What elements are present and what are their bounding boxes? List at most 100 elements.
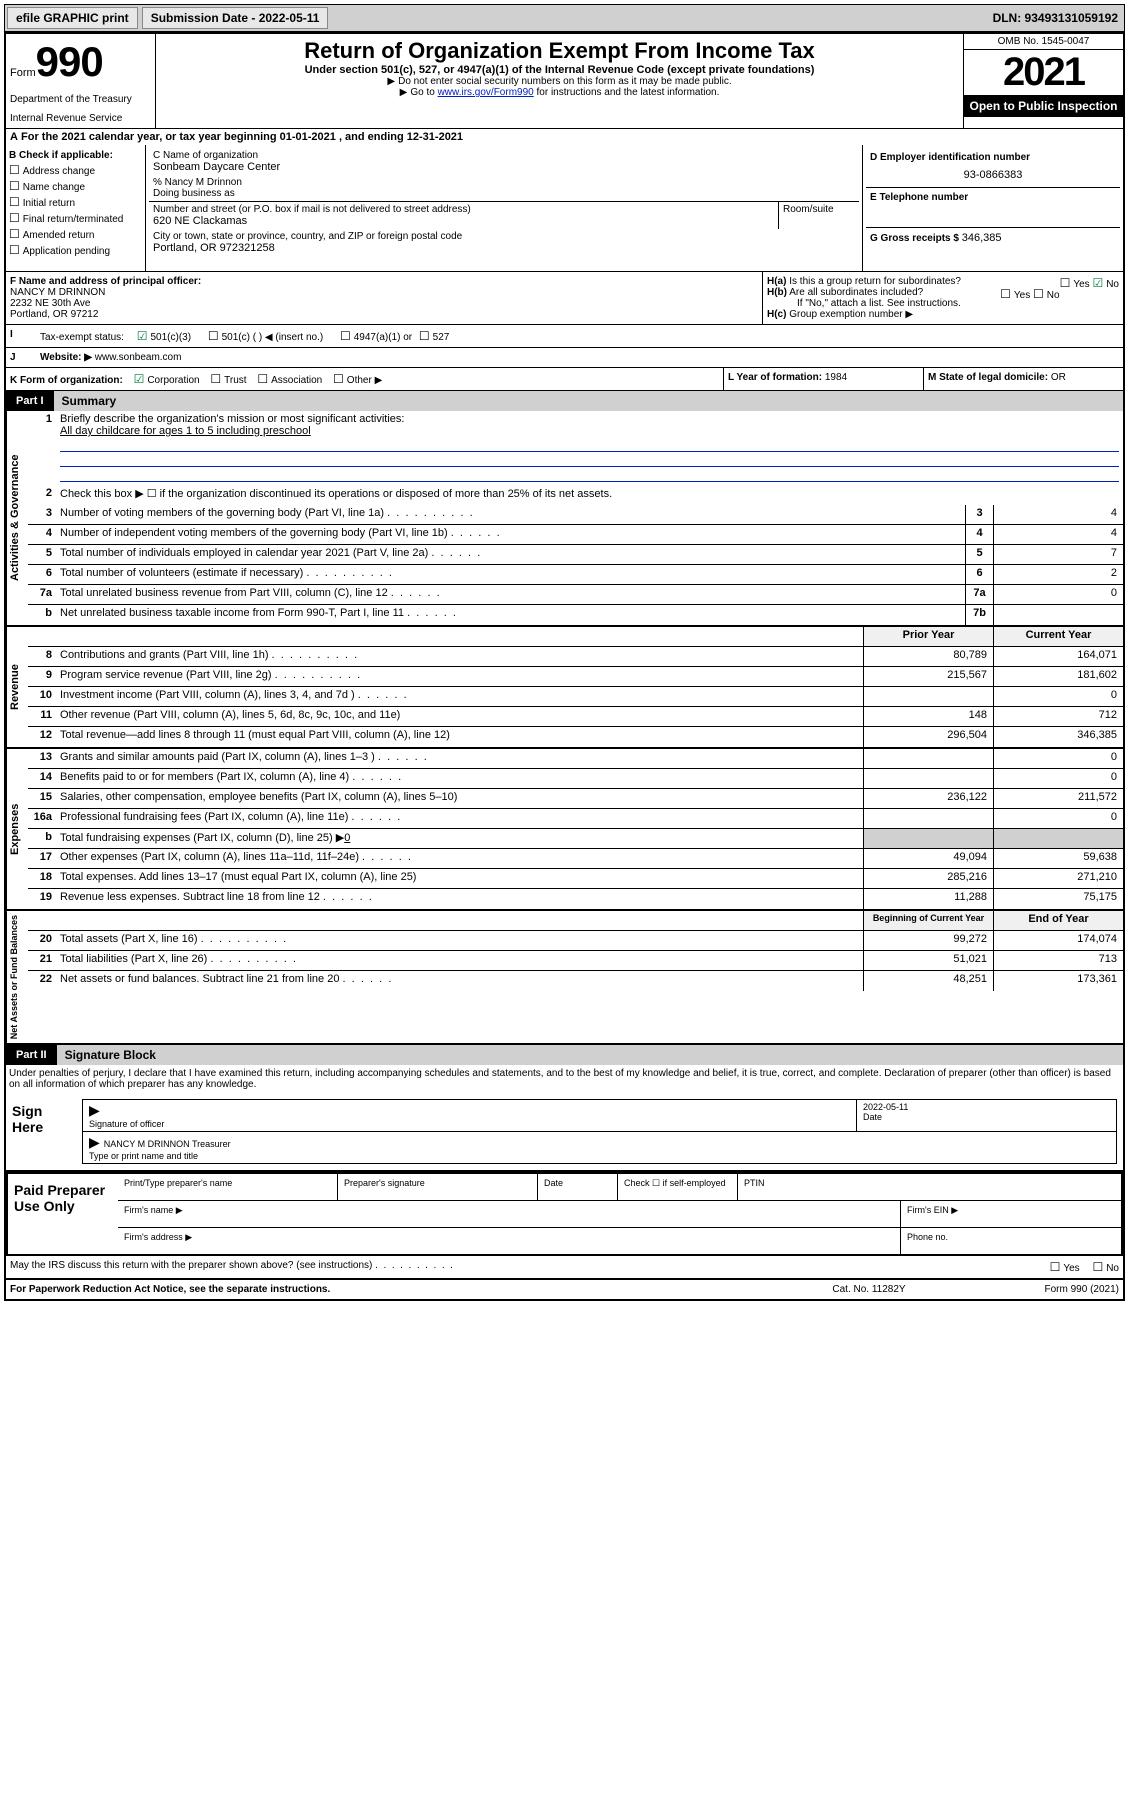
l22-boy: 48,251 — [863, 971, 993, 991]
sig-date-label: Date — [863, 1112, 882, 1122]
efile-header: efile GRAPHIC print Submission Date - 20… — [4, 4, 1125, 32]
l5-val: 7 — [993, 545, 1123, 564]
instr-goto-pre: Go to — [410, 87, 437, 98]
l4-text: Number of independent voting members of … — [56, 525, 965, 544]
instr-line1: Do not enter social security numbers on … — [398, 76, 731, 87]
chk-initial-return[interactable]: Initial return — [9, 195, 142, 209]
l7a-val: 0 — [993, 585, 1123, 604]
type-name-label: Type or print name and title — [89, 1151, 198, 1161]
form-number-cell: Form 990 Department of the Treasury Inte… — [6, 34, 156, 128]
l14-prior — [863, 769, 993, 788]
city-label: City or town, state or province, country… — [153, 231, 855, 242]
org-name: Sonbeam Daycare Center — [153, 161, 855, 173]
i-4947[interactable]: 4947(a)(1) or — [340, 332, 412, 343]
b-header: B Check if applicable: — [9, 150, 113, 161]
l17-prior: 49,094 — [863, 849, 993, 868]
l14-text: Benefits paid to or for members (Part IX… — [56, 769, 863, 788]
discuss-yes[interactable]: Yes — [1050, 1263, 1080, 1274]
dba-label: Doing business as — [153, 188, 855, 199]
chk-application-pending[interactable]: Application pending — [9, 243, 142, 257]
vlabel-netassets: Net Assets or Fund Balances — [6, 911, 28, 1043]
k-trust[interactable]: Trust — [210, 375, 246, 386]
k-label: K Form of organization: — [10, 375, 123, 386]
l15-current: 211,572 — [993, 789, 1123, 808]
ha-yes[interactable]: Yes — [1060, 279, 1090, 290]
hb-no[interactable]: No — [1033, 290, 1060, 301]
l12-current: 346,385 — [993, 727, 1123, 747]
l21-text: Total liabilities (Part X, line 26) — [56, 951, 863, 970]
f-officer-label: F Name and address of principal officer: — [10, 276, 201, 287]
d-ein-label: D Employer identification number — [870, 152, 1116, 163]
mission-text: All day childcare for ages 1 to 5 includ… — [60, 425, 311, 437]
col-current-year: Current Year — [993, 627, 1123, 646]
chk-final-return[interactable]: Final return/terminated — [9, 211, 142, 225]
k-other[interactable]: Other ▶ — [333, 375, 382, 386]
l10-current: 0 — [993, 687, 1123, 706]
city-state-zip: Portland, OR 972321258 — [153, 242, 855, 254]
efile-print-btn[interactable]: efile GRAPHIC print — [7, 7, 138, 29]
l18-prior: 285,216 — [863, 869, 993, 888]
sig-officer-label: Signature of officer — [89, 1119, 164, 1129]
pra-notice: For Paperwork Reduction Act Notice, see … — [10, 1284, 330, 1295]
l10-text: Investment income (Part VIII, column (A)… — [56, 687, 863, 706]
form-footer: Form 990 (2021) — [959, 1284, 1119, 1295]
l18-text: Total expenses. Add lines 13–17 (must eq… — [56, 869, 863, 888]
l13-prior — [863, 749, 993, 768]
chk-name-change[interactable]: Name change — [9, 179, 142, 193]
l20-eoy: 174,074 — [993, 931, 1123, 950]
dept-treasury: Department of the Treasury — [10, 94, 151, 105]
l16b-text: Total fundraising expenses (Part IX, col… — [60, 832, 344, 844]
l19-prior: 11,288 — [863, 889, 993, 909]
signer-name: NANCY M DRINNON Treasurer — [104, 1139, 231, 1149]
l9-text: Program service revenue (Part VIII, line… — [56, 667, 863, 686]
room-suite-label: Room/suite — [779, 202, 859, 229]
col-eoy: End of Year — [993, 911, 1123, 930]
open-public-badge: Open to Public Inspection — [964, 95, 1123, 117]
officer-name: NANCY M DRINNON — [10, 287, 105, 298]
hb-yes[interactable]: Yes — [1000, 290, 1030, 301]
sig-date-val: 2022-05-11 — [863, 1102, 908, 1112]
tax-year: 2021 — [964, 50, 1123, 95]
l1-text: Briefly describe the organization's miss… — [60, 413, 404, 425]
part1-badge: Part I — [6, 392, 54, 410]
hc-label: Group exemption number ▶ — [789, 309, 913, 320]
l9-current: 181,602 — [993, 667, 1123, 686]
prep-selfemp-label: Check ☐ if self-employed — [618, 1174, 738, 1200]
l-year-label: L Year of formation: — [728, 372, 822, 383]
l22-eoy: 173,361 — [993, 971, 1123, 991]
k-assoc[interactable]: Association — [257, 375, 322, 386]
submission-date-btn[interactable]: Submission Date - 2022-05-11 — [142, 7, 329, 29]
firm-ein-label: Firm's EIN ▶ — [901, 1201, 1121, 1227]
prep-name-label: Print/Type preparer's name — [118, 1174, 338, 1200]
i-501c3[interactable]: 501(c)(3) — [137, 332, 191, 343]
l22-text: Net assets or fund balances. Subtract li… — [56, 971, 863, 991]
l16b-val: 0 — [344, 832, 350, 844]
l13-text: Grants and similar amounts paid (Part IX… — [56, 749, 863, 768]
hb-question: Are all subordinates included? — [789, 287, 923, 298]
l13-current: 0 — [993, 749, 1123, 768]
l4-val: 4 — [993, 525, 1123, 544]
chk-amended-return[interactable]: Amended return — [9, 227, 142, 241]
discuss-no[interactable]: No — [1092, 1263, 1119, 1274]
l10-prior — [863, 687, 993, 706]
col-boy: Beginning of Current Year — [863, 911, 993, 930]
l16a-current: 0 — [993, 809, 1123, 828]
chk-address-change[interactable]: Address change — [9, 163, 142, 177]
k-corp[interactable]: Corporation — [134, 375, 200, 386]
part1-title: Summary — [54, 391, 1123, 411]
form-990-number: 990 — [36, 38, 103, 86]
l18-current: 271,210 — [993, 869, 1123, 888]
l16a-prior — [863, 809, 993, 828]
care-of: % Nancy M Drinnon — [153, 177, 855, 188]
irs-link[interactable]: www.irs.gov/Form990 — [438, 87, 534, 98]
l7a-text: Total unrelated business revenue from Pa… — [56, 585, 965, 604]
i-501c[interactable]: 501(c) ( ) ◀ (insert no.) — [208, 332, 323, 343]
part2-badge: Part II — [6, 1046, 57, 1064]
l12-text: Total revenue—add lines 8 through 11 (mu… — [56, 727, 863, 747]
i-527[interactable]: 527 — [419, 332, 449, 343]
l19-current: 75,175 — [993, 889, 1123, 909]
l21-eoy: 713 — [993, 951, 1123, 970]
l3-val: 4 — [993, 505, 1123, 524]
gross-receipts-value: 346,385 — [962, 232, 1002, 244]
ha-no[interactable]: No — [1092, 279, 1119, 290]
